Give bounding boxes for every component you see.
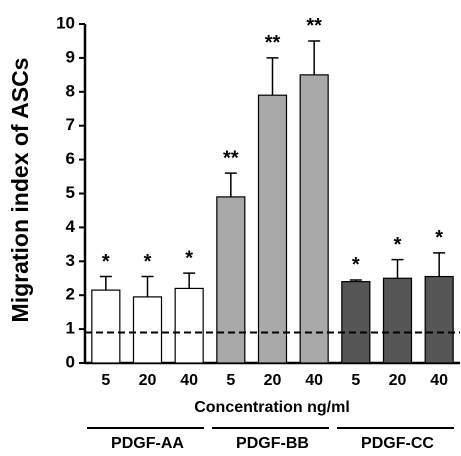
bar [216, 196, 246, 364]
significance-label: * [102, 251, 110, 273]
y-axis-label: Migration index of ASCs [7, 58, 33, 323]
bar [299, 74, 329, 364]
error-bar [224, 172, 237, 197]
y-tick-label: 0 [66, 352, 75, 371]
bar [424, 275, 454, 364]
x-tick-label: 20 [389, 372, 407, 389]
bar [341, 281, 371, 364]
y-tick-label: 8 [66, 81, 75, 100]
y-tick-label: 2 [66, 285, 75, 304]
y-tick-label: 10 [56, 13, 75, 32]
bar [257, 94, 288, 364]
x-tick-label: 5 [226, 372, 235, 389]
bar [91, 289, 121, 364]
significance-label: ** [265, 32, 281, 54]
x-tick-label: 20 [139, 372, 157, 389]
group-label: PDGF-CC [361, 435, 434, 452]
bar [174, 287, 204, 364]
x-axis-label: Concentration ng/ml [194, 399, 350, 416]
significance-label: * [435, 227, 443, 249]
error-bar [99, 275, 112, 291]
x-tick-label: 40 [430, 372, 448, 389]
x-tick-label: 40 [180, 372, 198, 389]
y-tick-label: 6 [66, 149, 75, 168]
significance-label: * [185, 247, 193, 269]
x-tick-label: 40 [305, 372, 323, 389]
x-tick-label: 5 [101, 372, 110, 389]
group-label: PDGF-BB [236, 435, 309, 452]
significance-label: * [144, 251, 152, 273]
y-tick-label: 4 [66, 217, 76, 236]
y-tick-label: 1 [66, 319, 75, 338]
x-tick-label: 5 [351, 372, 360, 389]
bar [132, 296, 163, 364]
significance-label: * [352, 254, 360, 276]
bar [382, 277, 413, 364]
y-tick-label: 5 [66, 183, 75, 202]
significance-label: * [394, 234, 402, 256]
y-tick-label: 3 [66, 251, 75, 270]
error-bar [141, 275, 154, 297]
group-label: PDGF-AA [111, 435, 184, 452]
y-tick-label: 7 [66, 115, 75, 134]
error-bar [266, 57, 279, 96]
error-bar [183, 272, 196, 289]
y-tick-label: 9 [66, 47, 75, 66]
error-bar [433, 252, 446, 277]
significance-label: ** [223, 147, 239, 169]
x-tick-label: 20 [264, 372, 282, 389]
error-bar [391, 258, 404, 279]
significance-label: ** [306, 15, 322, 37]
error-bar [308, 40, 321, 75]
